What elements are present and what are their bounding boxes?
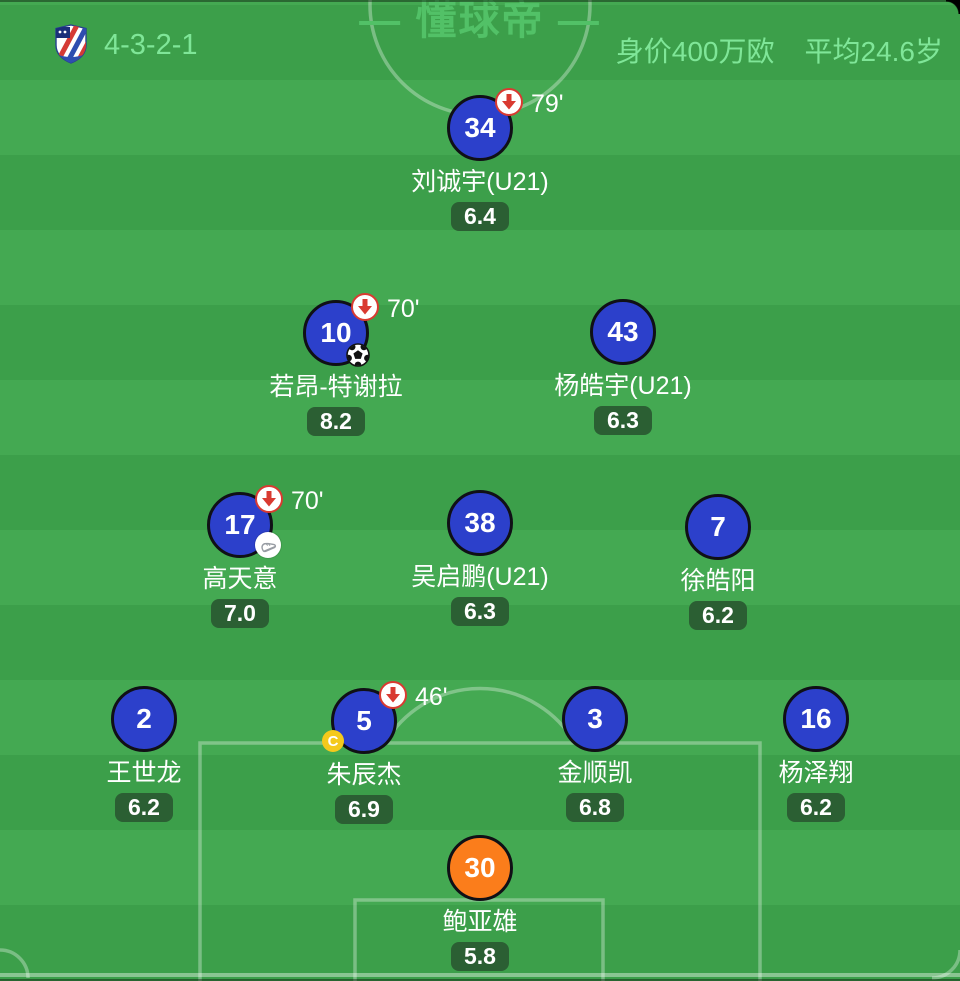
- player-name: 若昂-特谢拉: [269, 373, 403, 401]
- player-rating: 6.2: [689, 601, 747, 630]
- player-number: 10: [320, 317, 352, 348]
- substitution-off-icon: [495, 88, 523, 116]
- substitution-off-icon: [351, 293, 379, 321]
- player-number-circle: 30: [447, 835, 513, 901]
- player-circle-wrap: 17 70': [207, 485, 324, 558]
- player[interactable]: 3 金顺凯 6.8: [485, 686, 705, 822]
- player-number: 2: [136, 703, 152, 734]
- penalty-arc: [383, 686, 577, 744]
- substitution-off-icon: [255, 485, 283, 513]
- player-name: 王世龙: [106, 759, 182, 787]
- player[interactable]: 30 鲍亚雄 5.8: [370, 835, 590, 971]
- player-circle-wrap: 3: [562, 686, 628, 752]
- goal-icon: [346, 343, 370, 367]
- market-value-label: 身价400万欧: [615, 36, 775, 67]
- player-number: 5: [356, 705, 372, 736]
- captain-letter: C: [327, 732, 339, 750]
- team-crest-icon: [55, 24, 87, 64]
- player-number: 16: [800, 703, 832, 734]
- player-rating: 6.2: [115, 793, 173, 822]
- player-circle-wrap: 10 70': [303, 293, 420, 367]
- substitution-minute: 79': [531, 90, 564, 118]
- player-rating: 8.2: [307, 407, 365, 436]
- assist-boot-icon: [255, 532, 281, 558]
- player-rating: 6.9: [335, 795, 393, 824]
- player-number-circle: 3: [562, 686, 628, 752]
- player-rating: 5.8: [451, 942, 509, 971]
- player-rating: 7.0: [211, 599, 269, 628]
- player-circle-wrap: 34 79': [447, 88, 564, 161]
- bottom-edge-shadow: [0, 979, 960, 981]
- player-circle-wrap: 2: [111, 686, 177, 752]
- player[interactable]: 16 杨泽翔 6.2: [706, 686, 926, 822]
- player-rating: 6.3: [594, 406, 652, 435]
- player[interactable]: 43 杨皓宇(U21) 6.3: [513, 299, 733, 435]
- player[interactable]: 34 79' 刘诚宇(U21) 6.4: [370, 88, 590, 231]
- corner-arc-left: [0, 948, 30, 979]
- player-circle-wrap: 38: [447, 490, 513, 556]
- player[interactable]: 17 70' 高天意 7.0: [130, 485, 350, 628]
- player-number: 7: [710, 511, 726, 542]
- player-number-circle: 38: [447, 490, 513, 556]
- player-name: 金顺凯: [557, 759, 633, 787]
- player-name: 吴启鹏(U21): [411, 563, 549, 591]
- player-circle-wrap: 5 46' C: [322, 681, 448, 754]
- player[interactable]: 38 吴启鹏(U21) 6.3: [370, 490, 590, 626]
- player-rating: 6.3: [451, 597, 509, 626]
- rounded-corner-dark: [946, 0, 960, 14]
- player-circle-wrap: 43: [590, 299, 656, 365]
- team-summary: 身价400万欧 平均24.6岁: [616, 30, 943, 70]
- player-rating: 6.8: [566, 793, 624, 822]
- player-rating: 6.2: [787, 793, 845, 822]
- player-rating: 6.4: [451, 202, 509, 231]
- player[interactable]: 7 徐皓阳 6.2: [608, 494, 828, 630]
- player-number: 43: [607, 316, 639, 347]
- player-number: 30: [464, 852, 496, 883]
- player-number-circle: 7: [685, 494, 751, 560]
- substitution-off-icon: [379, 681, 407, 709]
- player-number: 3: [587, 703, 603, 734]
- player-circle-wrap: 30: [447, 835, 513, 901]
- player-name: 杨泽翔: [778, 759, 854, 787]
- formation-label: 4-3-2-1: [104, 29, 198, 61]
- player-name: 徐皓阳: [680, 567, 756, 595]
- top-edge-shadow: [0, 0, 960, 2]
- player-name: 刘诚宇(U21): [411, 168, 549, 196]
- captain-icon: C: [322, 730, 344, 752]
- watermark-dongqiudi: — 懂球帝 —: [359, 0, 601, 43]
- player-name: 杨皓宇(U21): [554, 372, 692, 400]
- player[interactable]: 2 王世龙 6.2: [34, 686, 254, 822]
- player-number: 17: [224, 509, 256, 540]
- player-circle-wrap: 7: [685, 494, 751, 560]
- substitution-minute: 46': [415, 683, 448, 711]
- penalty-box: [198, 741, 762, 981]
- player-name: 高天意: [202, 565, 278, 593]
- player-name: 鲍亚雄: [442, 908, 518, 936]
- player[interactable]: 5 46' C 朱辰杰 6.9: [254, 681, 474, 824]
- player-number-circle: 43: [590, 299, 656, 365]
- player-number-circle: 16: [783, 686, 849, 752]
- player-number: 38: [464, 507, 496, 538]
- substitution-minute: 70': [387, 295, 420, 323]
- player[interactable]: 10 70': [226, 293, 446, 436]
- player-circle-wrap: 16: [783, 686, 849, 752]
- player-name: 朱辰杰: [326, 761, 402, 789]
- substitution-minute: 70': [291, 487, 324, 515]
- player-number-circle: 2: [111, 686, 177, 752]
- average-age-label: 平均24.6岁: [804, 36, 944, 67]
- player-number: 34: [464, 112, 496, 143]
